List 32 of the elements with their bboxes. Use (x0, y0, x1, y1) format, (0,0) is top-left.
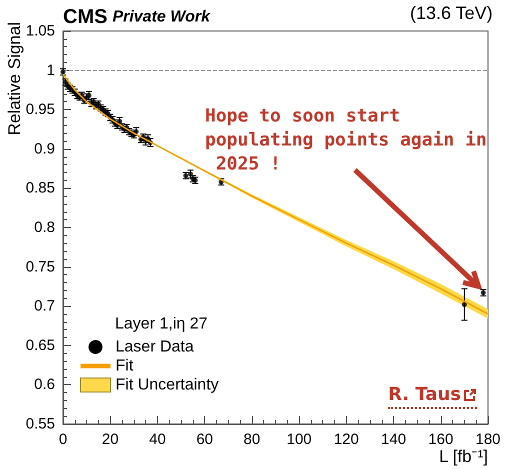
annotation: Hope to soon start populating points again in 2025 ! (205, 106, 487, 174)
x-tick-label: 120 (334, 431, 359, 448)
y-tick-label: 0.85 (26, 180, 55, 197)
legend-label: Fit (116, 358, 134, 374)
y-tick-label: 0.8 (34, 219, 55, 236)
x-tick-label: 0 (58, 431, 68, 448)
chart-title: CMS (63, 6, 108, 28)
y-tick-label: 0.75 (26, 258, 55, 276)
legend-title: Layer 1,iη 27 (115, 316, 208, 332)
x-axis-title: L [fb⁻¹] (439, 447, 488, 466)
y-tick-label: 0.7 (34, 298, 55, 315)
y-axis-title: Relative Signal (5, 22, 24, 136)
x-tick-label: 180 (475, 431, 501, 448)
y-tick-label: 0.9 (34, 140, 55, 158)
y-tick-label: 0.6 (34, 376, 55, 394)
y-tick-label: 1 (46, 62, 55, 79)
x-tick-label: 40 (149, 431, 166, 448)
x-tick-label: 20 (102, 431, 119, 448)
x-tick-label: 80 (244, 431, 260, 448)
y-tick-label: 0.55 (26, 416, 55, 432)
text: (13.6 TeV) (410, 3, 493, 23)
chart-subtitle: Private Work (112, 8, 212, 26)
legend-label: Laser Data (116, 338, 194, 356)
x-tick-label: 60 (196, 431, 214, 448)
x-tick-label: 160 (428, 431, 454, 448)
y-tick-label: 0.65 (26, 336, 55, 354)
x-tick-label: 100 (286, 431, 312, 448)
y-tick-label: 0.95 (26, 101, 55, 118)
y-tick-label: 1.05 (26, 22, 55, 40)
x-tick-label: 140 (381, 431, 406, 448)
annotation: R. Taus (388, 384, 461, 405)
legend-label: Fit Uncertainty (116, 376, 219, 394)
